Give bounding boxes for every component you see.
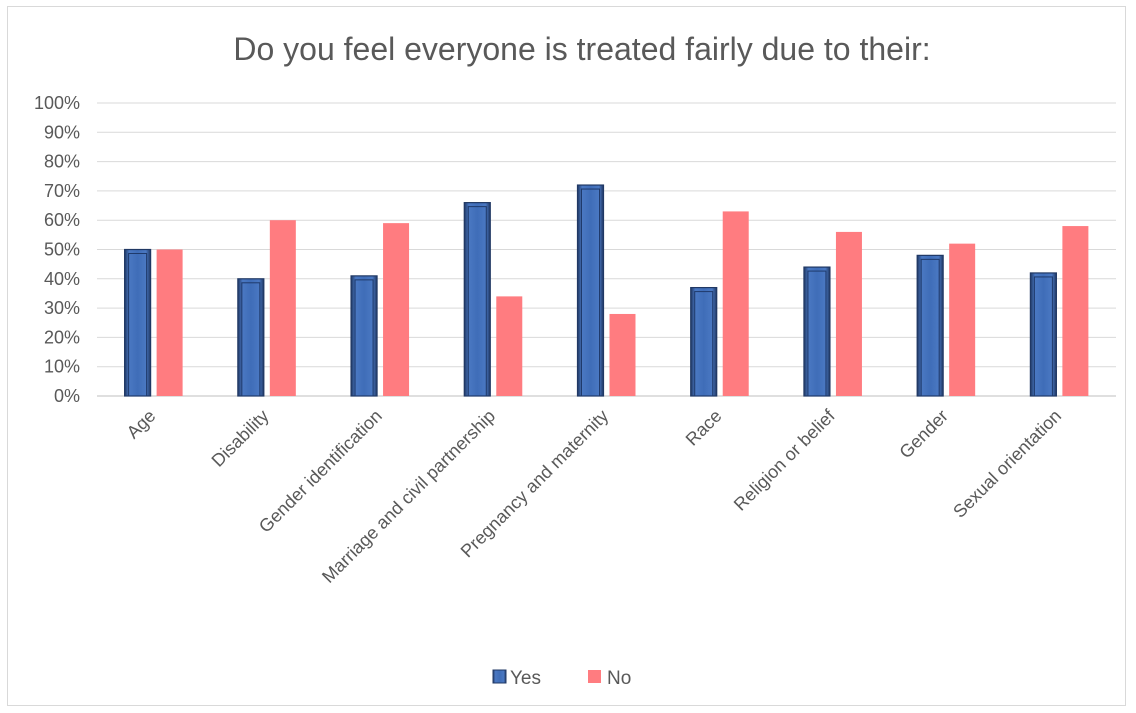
bar-no	[383, 223, 410, 396]
bar-no	[835, 231, 862, 396]
y-tick-label: 60%	[44, 210, 80, 230]
bar-no	[1062, 226, 1089, 396]
y-tick-label: 30%	[44, 298, 80, 318]
legend-item-yes: Yes	[492, 668, 541, 689]
y-tick-label: 100%	[34, 93, 80, 113]
bar-no	[269, 220, 296, 396]
x-category-label: Disability	[208, 406, 273, 471]
bar-yes	[350, 275, 378, 397]
bar-no	[156, 249, 183, 396]
x-category-label: Age	[123, 406, 160, 443]
y-tick-label: 70%	[44, 181, 80, 201]
bar-yes	[576, 184, 605, 397]
bar-no	[609, 313, 636, 396]
x-category-label: Sexual orientation	[949, 406, 1065, 522]
y-tick-label: 20%	[44, 327, 80, 347]
bar-yes	[463, 202, 491, 397]
bar-yes	[237, 278, 265, 397]
bar-yes	[1029, 272, 1057, 397]
y-tick-label: 40%	[44, 269, 80, 289]
y-tick-label: 80%	[44, 152, 80, 172]
y-tick-label: 10%	[44, 357, 80, 377]
x-category-label: Gender	[895, 406, 952, 463]
legend-label-yes: Yes	[510, 668, 541, 689]
x-category-label: Race	[682, 406, 726, 450]
legend: Yes No	[492, 668, 631, 689]
bar-no	[949, 243, 976, 396]
bar-yes	[690, 286, 718, 397]
bar-no	[722, 211, 749, 396]
x-category-label: Religion or belief	[730, 405, 840, 515]
legend-swatch-yes	[492, 669, 507, 684]
x-category-label: Gender identification	[255, 406, 386, 537]
chart-title: Do you feel everyone is treated fairly d…	[233, 31, 930, 67]
legend-label-no: No	[607, 668, 631, 689]
y-axis-ticks: 0% 10% 20% 30% 40% 50% 60% 70% 80% 90% 100%	[34, 93, 80, 406]
y-tick-label: 90%	[44, 122, 80, 142]
y-tick-label: 0%	[54, 386, 80, 406]
bar-yes	[124, 248, 152, 397]
bar-yes	[803, 266, 831, 397]
gridlines	[97, 102, 1116, 397]
bar-yes	[916, 254, 944, 397]
bars	[124, 184, 1089, 397]
legend-swatch-no	[588, 670, 601, 683]
bar-no	[496, 296, 523, 396]
y-tick-label: 50%	[44, 240, 80, 260]
legend-item-no: No	[588, 668, 631, 689]
